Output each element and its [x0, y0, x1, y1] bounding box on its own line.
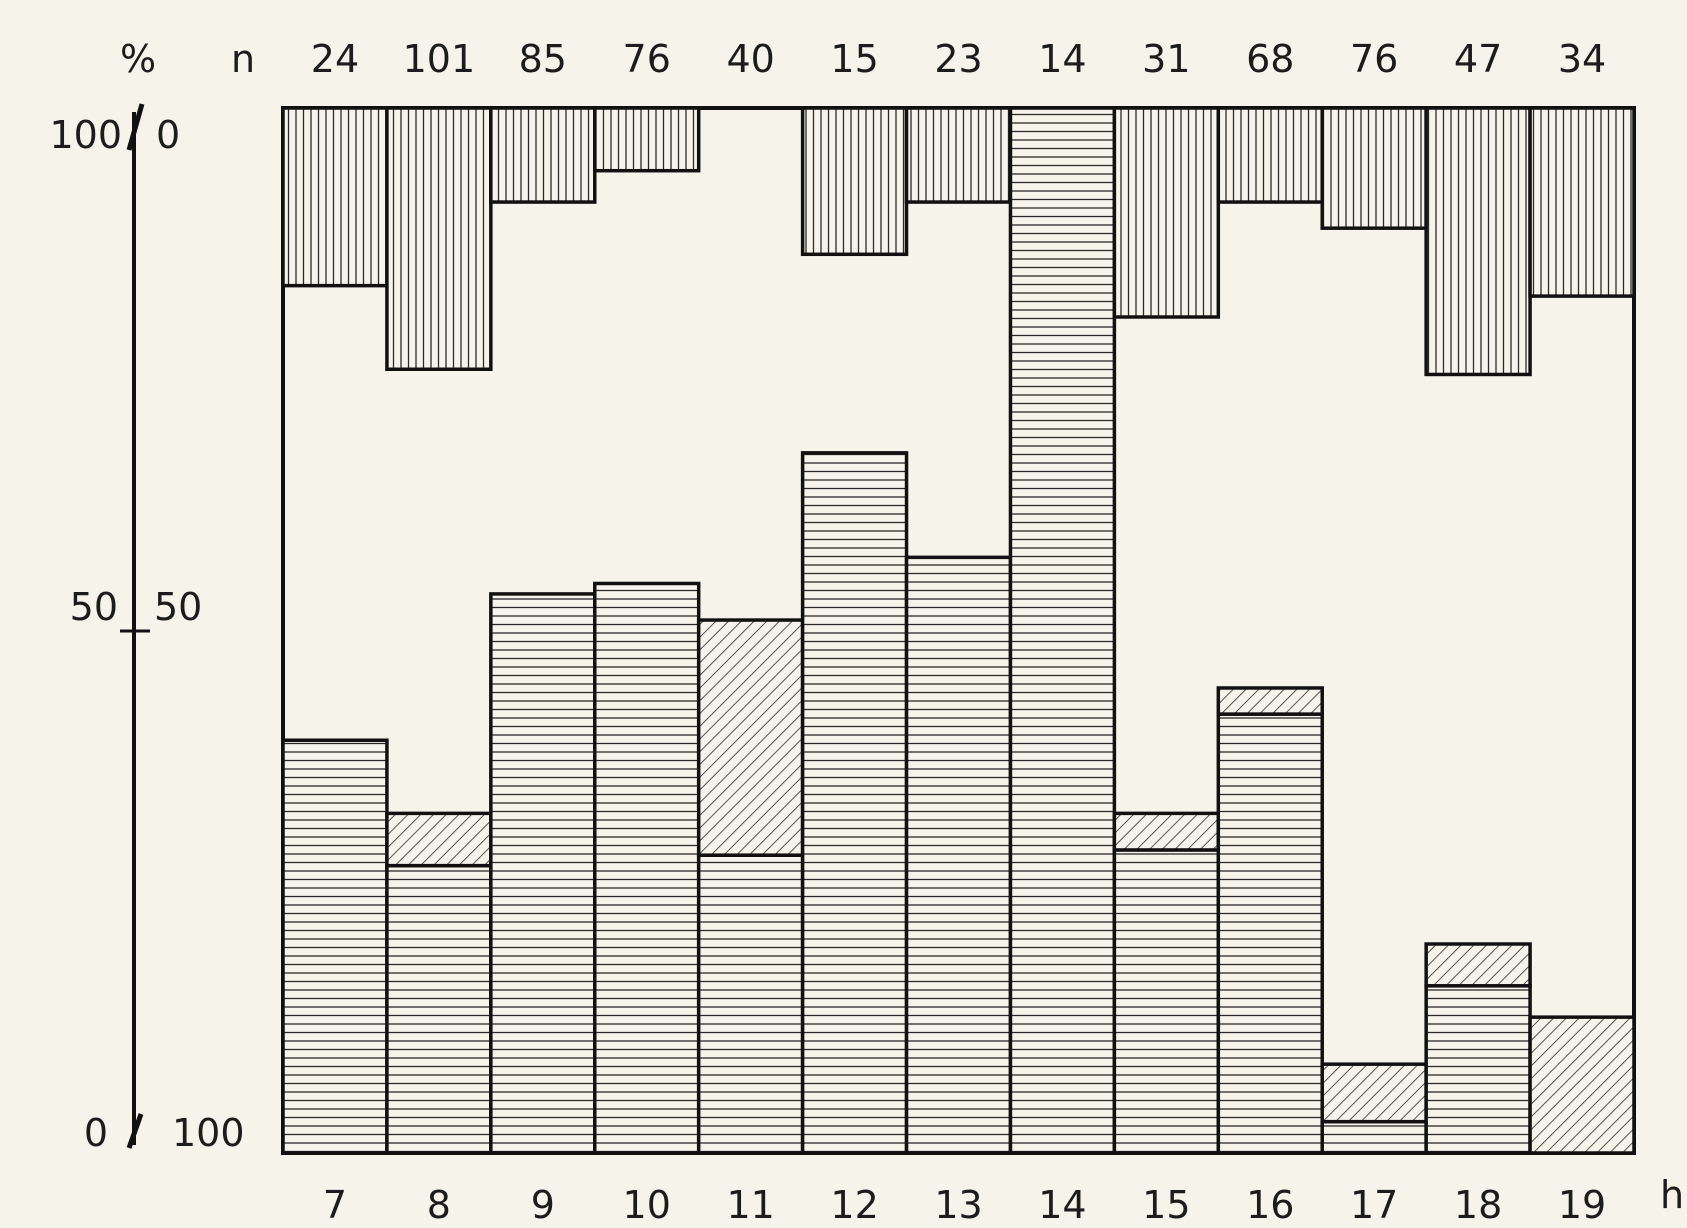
- bar-diagonal-11: [696, 618, 805, 857]
- bar-vertical-9: [489, 106, 597, 204]
- n-value-16: 68: [1246, 37, 1294, 81]
- right-tick-50: 50: [154, 585, 202, 629]
- bar-vertical-19: [1528, 106, 1636, 298]
- bar-diagonal-18: [1424, 942, 1532, 988]
- left-axis-top-hook: [126, 103, 145, 151]
- hour-tick-18: 18: [1454, 1183, 1502, 1223]
- hour-tick-17: 17: [1350, 1183, 1398, 1223]
- bar-vertical-13: [904, 106, 1013, 204]
- bar-horizontal-7: [281, 738, 389, 1155]
- bar-horizontal-17: [1320, 1119, 1428, 1155]
- bar-vertical-12: [800, 106, 909, 257]
- right-tick-100: 100: [172, 1111, 245, 1155]
- n-value-19: 34: [1558, 37, 1606, 81]
- bar-vertical-18: [1424, 106, 1532, 377]
- n-value-9: 85: [519, 37, 567, 81]
- n-value-8: 101: [403, 37, 476, 81]
- bar-diagonal-17: [1320, 1062, 1428, 1124]
- hour-unit-label: h: [1660, 1173, 1684, 1217]
- bar-horizontal-14: [1008, 106, 1117, 1155]
- bar-horizontal-8: [385, 863, 493, 1155]
- bar-horizontal-18: [1424, 984, 1532, 1155]
- right-tick-0: 0: [156, 113, 180, 157]
- bar-horizontal-16: [1216, 712, 1324, 1155]
- hour-tick-13: 13: [934, 1183, 982, 1223]
- bar-diagonal-16: [1216, 686, 1324, 716]
- left-tick-100: 100: [49, 113, 122, 157]
- bar-horizontal-11: [696, 853, 805, 1155]
- n-value-7: 24: [311, 37, 359, 81]
- n-value-13: 23: [934, 37, 982, 81]
- bar-horizontal-13: [904, 555, 1013, 1155]
- hour-tick-16: 16: [1246, 1183, 1294, 1223]
- n-value-14: 14: [1038, 37, 1086, 81]
- n-value-17: 76: [1350, 37, 1398, 81]
- bar-horizontal-9: [489, 592, 597, 1155]
- labels-layer: 24 7 101 8 85 9 76 10 40 11 15 12 23 13 14 14 31 15 68 16 76…: [311, 37, 1606, 1227]
- bars-layer: [281, 106, 1636, 1155]
- bar-vertical-10: [593, 106, 701, 173]
- n-value-10: 76: [623, 37, 671, 81]
- bar-vertical-16: [1216, 106, 1324, 204]
- left-tick-50: 50: [70, 585, 118, 629]
- bar-vertical-7: [281, 106, 389, 288]
- hour-tick-9: 9: [531, 1183, 555, 1223]
- bar-vertical-8: [385, 106, 493, 371]
- hour-tick-19: 19: [1558, 1183, 1606, 1223]
- hour-tick-8: 8: [427, 1183, 451, 1223]
- n-value-12: 15: [830, 37, 878, 81]
- hour-tick-11: 11: [726, 1183, 774, 1223]
- percent-header: %: [120, 37, 156, 81]
- hour-tick-14: 14: [1038, 1183, 1086, 1223]
- left-axis-bottom-hook: [126, 1113, 144, 1149]
- bar-vertical-15: [1112, 106, 1221, 319]
- bar-diagonal-19: [1528, 1015, 1636, 1155]
- n-value-15: 31: [1142, 37, 1190, 81]
- left-tick-0: 0: [84, 1111, 108, 1155]
- bar-horizontal-15: [1112, 848, 1221, 1155]
- bar-horizontal-12: [800, 451, 909, 1155]
- n-header: n: [231, 37, 255, 81]
- bar-horizontal-10: [593, 581, 701, 1155]
- hour-tick-7: 7: [323, 1183, 347, 1223]
- n-value-11: 40: [726, 37, 774, 81]
- bar-diagonal-15: [1112, 811, 1221, 852]
- bar-vertical-17: [1320, 106, 1428, 230]
- hour-tick-10: 10: [623, 1183, 671, 1223]
- n-value-18: 47: [1454, 37, 1502, 81]
- hour-tick-12: 12: [830, 1183, 878, 1223]
- bar-diagonal-8: [385, 811, 493, 868]
- hour-tick-15: 15: [1142, 1183, 1190, 1223]
